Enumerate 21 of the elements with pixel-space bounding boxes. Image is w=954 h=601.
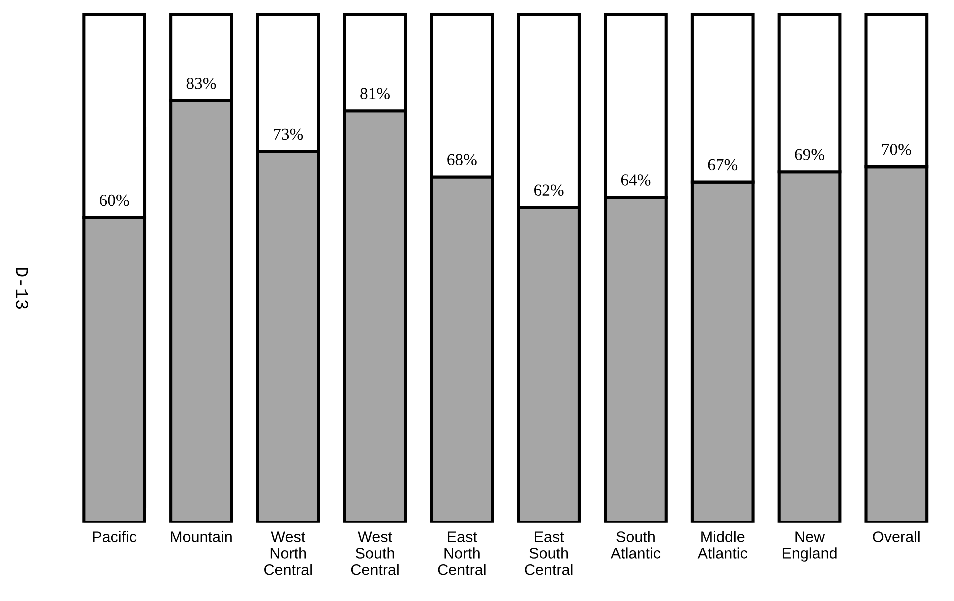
x-tick-label: New England <box>782 532 837 562</box>
text: D-13 <box>16 268 28 309</box>
data-label: 64% <box>621 174 651 186</box>
x-tick-label: Overall <box>873 531 920 542</box>
data-label: 83% <box>186 78 216 90</box>
x-tick-label: South Atlantic <box>610 531 661 559</box>
data-label: 70% <box>882 144 912 156</box>
data-label: 73% <box>274 128 304 140</box>
x-tick-label: Mountain <box>171 531 232 542</box>
x-tick-label: Middle Atlantic <box>698 531 748 559</box>
x-tick-label: West North Central <box>264 532 312 576</box>
data-label: 68% <box>448 154 477 166</box>
data-label: 67% <box>708 159 738 171</box>
x-tick-label: East North Central <box>438 532 486 576</box>
data-label: 60% <box>100 194 130 206</box>
data-label: 69% <box>795 149 824 160</box>
x-tick-label: Pacific <box>93 531 137 542</box>
data-label: 81% <box>360 88 390 100</box>
x-tick-label: East South Central <box>525 532 573 576</box>
x-tick-label: West South Central <box>351 532 399 576</box>
data-label: 62% <box>534 184 564 196</box>
